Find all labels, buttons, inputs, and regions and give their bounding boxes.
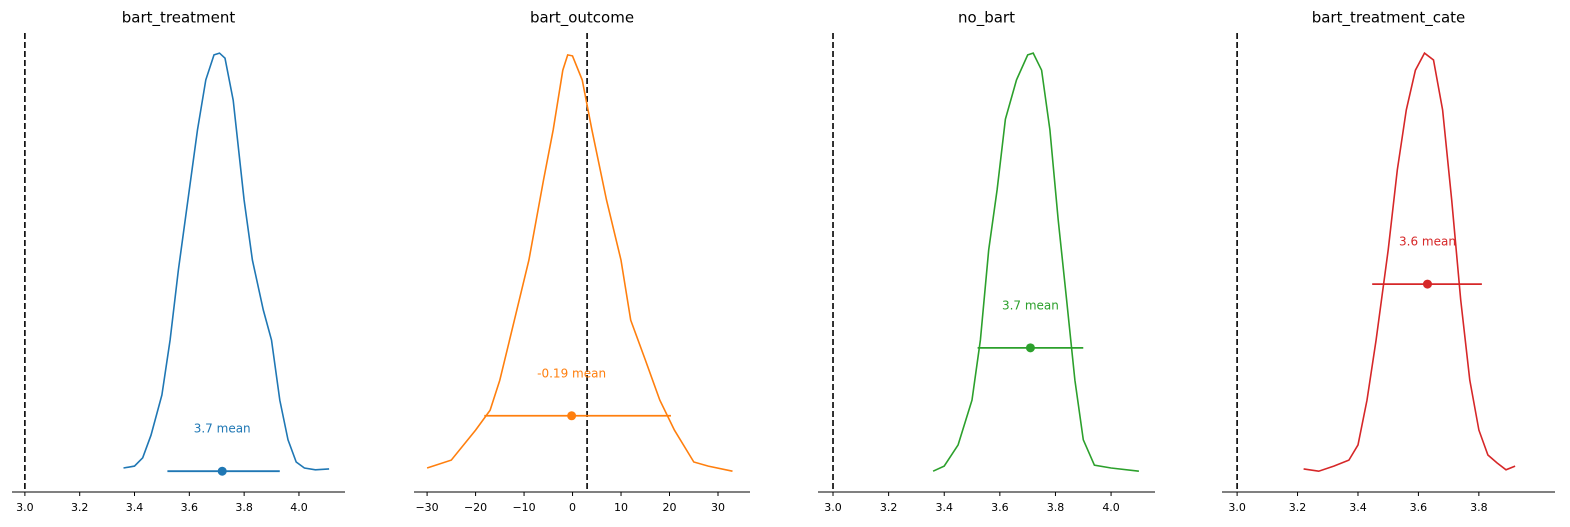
x-tick-label: 4.0 [290,501,308,514]
x-tick-label: 3.0 [824,501,842,514]
x-tick-label: 3.4 [1349,501,1367,514]
x-tick-label: 3.2 [1289,501,1307,514]
mean-point [1025,343,1035,353]
x-tick-label: 3.8 [1470,501,1488,514]
x-tick-label: 3.6 [1410,501,1428,514]
density-curve [1303,51,1516,473]
x-tick-label: 10 [614,501,628,514]
x-tick-label: 3.4 [126,501,144,514]
mean-point [567,411,577,421]
subplot-title: no_bart [958,9,1015,28]
x-tick-label: 3.6 [181,501,199,514]
x-tick-label: 3.6 [991,501,1009,514]
x-tick-label: 0 [569,501,576,514]
x-tick-label: −30 [415,501,438,514]
x-tick-label: 3.0 [1228,501,1246,514]
mean-label: 3.7 mean [1002,298,1059,312]
subplot-title: bart_treatment [122,9,236,28]
x-tick-label: −10 [512,501,535,514]
subplot-title: bart_treatment_cate [1312,9,1466,28]
mean-point [1422,279,1432,289]
x-tick-label: −20 [464,501,487,514]
density-curve [932,52,1139,472]
density-curve [426,53,733,472]
x-tick-label: 3.2 [71,501,89,514]
x-tick-label: 3.8 [235,501,253,514]
x-tick-label: 3.0 [16,501,34,514]
mean-label: -0.19 mean [537,366,606,380]
mean-point [217,466,227,476]
x-tick-label: 20 [663,501,677,514]
x-tick-label: 30 [711,501,725,514]
x-tick-label: 3.8 [1047,501,1065,514]
density-curve [123,52,330,471]
mean-label: 3.7 mean [194,422,251,436]
x-tick-label: 4.0 [1102,501,1120,514]
x-tick-label: 3.2 [880,501,898,514]
mean-label: 3.6 mean [1399,235,1456,249]
subplot-title: bart_outcome [530,9,634,28]
x-tick-label: 3.4 [935,501,953,514]
